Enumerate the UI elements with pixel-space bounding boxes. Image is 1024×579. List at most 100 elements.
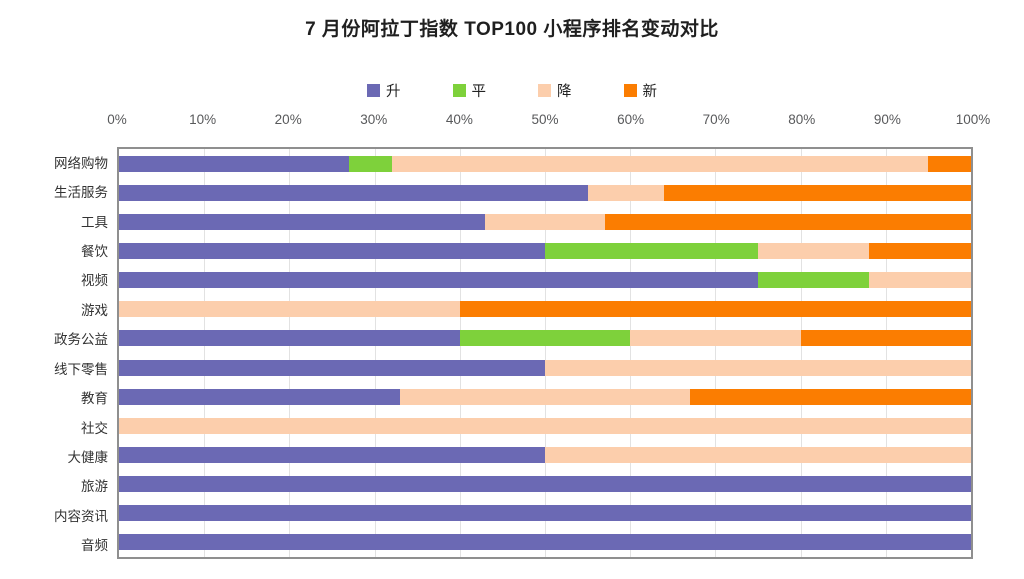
- stacked-bar: [119, 242, 971, 259]
- bar-rows: [119, 149, 971, 557]
- y-label: 网络购物: [54, 155, 108, 171]
- bar-segment-降: [119, 417, 971, 434]
- stacked-bar: [119, 476, 971, 493]
- gridline: [545, 149, 546, 557]
- bar-row: [119, 236, 971, 265]
- legend-label: 降: [557, 84, 572, 100]
- bar-row: [119, 149, 971, 178]
- bar-segment-升: [119, 242, 545, 259]
- y-label: 旅游: [81, 479, 108, 495]
- bar-row: [119, 528, 971, 557]
- x-axis: 0% 10% 20% 30% 40% 50% 60% 70% 80% 90% 100%: [107, 112, 990, 132]
- y-label: 游戏: [81, 302, 108, 318]
- bar-segment-平: [349, 155, 392, 172]
- legend-label: 新: [642, 84, 658, 100]
- gridline: [459, 149, 461, 557]
- stacked-bar: [119, 417, 971, 434]
- stacked-bar: [119, 388, 971, 405]
- x-tick-label: 20%: [274, 112, 302, 127]
- stacked-bar: [119, 155, 971, 172]
- legend-label: 平: [471, 84, 487, 100]
- gridline: [630, 149, 632, 557]
- bar-row: [119, 440, 971, 469]
- bar-segment-升: [119, 476, 971, 493]
- y-label: 内容资讯: [54, 508, 108, 524]
- chart-title: 7 月份阿拉丁指数 TOP100 小程序排名变动对比: [305, 19, 719, 40]
- bar-segment-降: [391, 155, 929, 172]
- x-tick-label: 60%: [617, 112, 645, 127]
- bar-segment-新: [604, 213, 971, 230]
- stacked-bar: [119, 272, 971, 289]
- gridline: [800, 149, 802, 557]
- legend-item-降: 降: [538, 80, 572, 101]
- bar-row: [119, 178, 971, 207]
- y-label: 生活服务: [54, 185, 108, 201]
- gridline: [374, 149, 376, 557]
- bar-segment-升: [119, 184, 588, 201]
- bar-row: [119, 382, 971, 411]
- gridline: [289, 149, 291, 557]
- legend-swatch-icon: [538, 84, 551, 97]
- y-axis-labels: 网络购物 生活服务 工具 餐饮 视频 游戏 政务公益 线下零售 教育 社交 大健康 旅游 内容资讯 音频: [0, 147, 108, 559]
- legend-item-平: 平: [452, 80, 487, 101]
- y-label: 社交: [81, 420, 108, 436]
- gridline: [204, 149, 206, 557]
- bar-segment-平: [545, 242, 758, 259]
- bar-segment-平: [459, 330, 631, 347]
- y-label: 工具: [81, 214, 108, 230]
- bar-segment-平: [758, 272, 869, 289]
- bar-segment-升: [119, 213, 486, 230]
- x-tick-label: 100%: [955, 112, 991, 127]
- bar-segment-降: [758, 242, 869, 259]
- stacked-bar: [119, 505, 971, 522]
- plot-area: [117, 147, 973, 559]
- bar-segment-降: [545, 359, 971, 376]
- bar-row: [119, 470, 971, 499]
- bar-row: [119, 266, 971, 295]
- bar-segment-降: [868, 272, 971, 289]
- bar-segment-降: [400, 388, 690, 405]
- x-tick-label: 70%: [702, 112, 730, 127]
- bar-segment-升: [119, 388, 401, 405]
- legend-swatch-icon: [623, 84, 637, 97]
- legend-item-升: 升: [367, 80, 401, 101]
- x-tick-label: 80%: [788, 112, 816, 127]
- y-label: 政务公益: [54, 332, 108, 348]
- stacked-bar: [119, 359, 971, 376]
- bar-segment-升: [119, 359, 545, 376]
- bar-row: [119, 499, 971, 528]
- y-label: 线下零售: [54, 361, 108, 377]
- y-label: 视频: [81, 273, 108, 289]
- bar-segment-升: [119, 534, 971, 551]
- bar-segment-新: [459, 301, 971, 318]
- stacked-bar: [119, 330, 971, 347]
- x-tick-label: 40%: [445, 112, 473, 127]
- x-tick-label: 0%: [107, 112, 127, 127]
- stacked-bar: [119, 534, 971, 551]
- gridline: [715, 149, 717, 557]
- x-tick-label: 30%: [360, 112, 388, 127]
- x-tick-label: 50%: [531, 112, 559, 127]
- legend: 升平降新: [0, 80, 1024, 101]
- y-label: 音频: [81, 538, 108, 554]
- bar-segment-升: [119, 505, 971, 522]
- stacked-bar: [119, 184, 971, 201]
- bar-segment-新: [800, 330, 971, 347]
- bar-segment-新: [664, 184, 971, 201]
- bar-segment-升: [119, 446, 545, 463]
- bar-row: [119, 411, 971, 440]
- legend-label: 升: [386, 84, 401, 100]
- bar-segment-升: [119, 272, 758, 289]
- legend-swatch-icon: [452, 84, 466, 97]
- bar-segment-升: [119, 155, 350, 172]
- stacked-bar: [119, 213, 971, 230]
- y-label: 教育: [81, 391, 108, 407]
- x-tick-label: 90%: [873, 112, 901, 127]
- bar-row: [119, 295, 971, 324]
- bar-row: [119, 324, 971, 353]
- bar-segment-升: [119, 330, 460, 347]
- bar-row: [119, 207, 971, 236]
- stacked-bar: [119, 301, 971, 318]
- legend-swatch-icon: [367, 84, 380, 97]
